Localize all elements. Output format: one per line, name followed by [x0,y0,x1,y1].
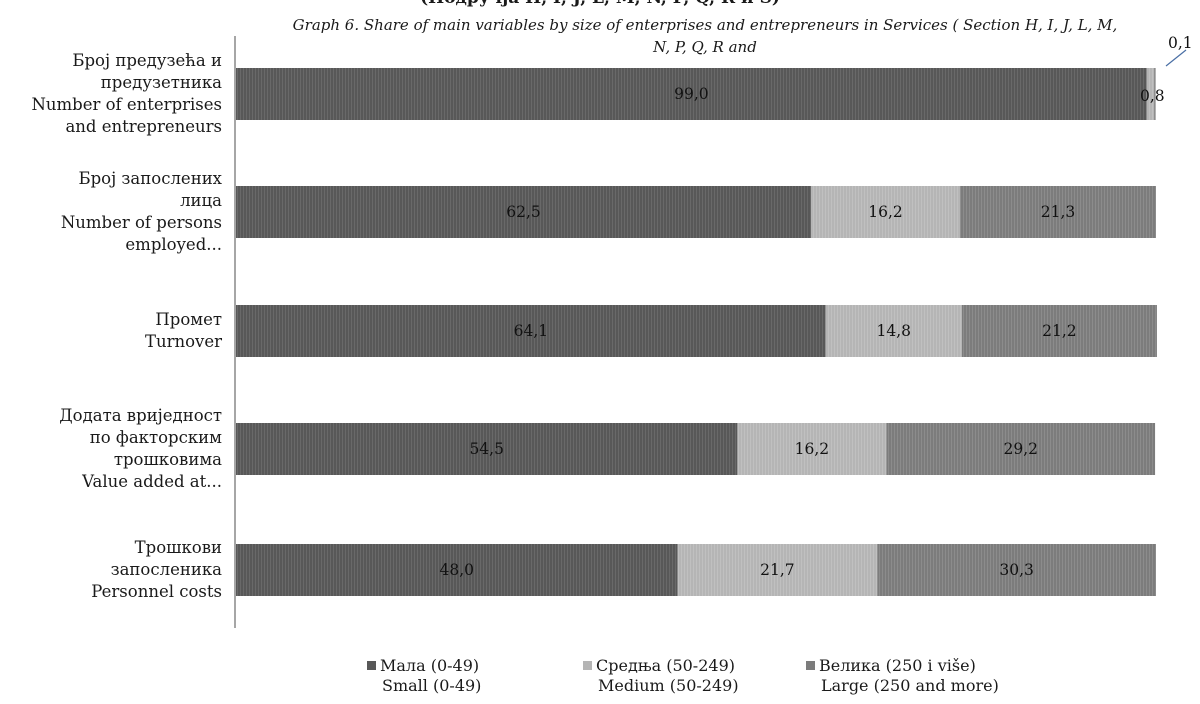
bar-large-1 [960,186,1156,238]
category-label-1-line-1: лица [180,191,222,210]
category-label-2-line-1: Turnover [144,332,222,351]
legend-swatch-medium [583,661,592,670]
legend-item-small: Мала (0-49) Small (0-49) [367,656,481,696]
bar-medium-3 [737,423,887,475]
bar-small-2 [236,305,826,357]
category-label-3: Додата вриједност по факторским трошковима… [0,405,222,493]
bar-large-2 [961,305,1157,357]
category-label-1: Број запослених лица Number of persons empl… [0,168,222,256]
category-label-3-line-2: трошковима [113,450,222,469]
data-label-medium-1: 16,2 [868,203,903,221]
legend-label-small: Мала (0-49) [380,656,480,675]
category-label-4-line-1: запосленика [110,560,222,579]
category-label-3-line-0: Додата вриједност [59,406,222,425]
legend-sublabel-small: Small (0-49) [382,676,482,695]
data-label-medium-2: 14,8 [877,322,912,340]
data-label-medium-4: 21,7 [760,561,795,579]
category-label-4-line-2: Personnel costs [91,582,222,601]
leader-line-large-0 [1165,49,1187,67]
category-label-2: Промет Turnover [0,309,222,353]
bar-small-0 [236,68,1147,120]
category-label-3-line-1: по факторским [89,428,222,447]
legend-item-medium: Средња (50-249) Medium (50-249) [583,656,739,696]
bar-small-3 [236,423,738,475]
data-label-medium-0: 0,8 [1140,87,1165,105]
data-label-small-4: 48,0 [440,561,475,579]
legend-item-large: Велика (250 i više) Large (250 and more) [806,656,999,696]
legend-label-large: Велика (250 i više) [819,656,976,675]
category-label-1-line-3: employed... [125,235,222,254]
category-label-4-line-0: Трошкови [134,538,222,557]
bar-medium-1 [811,186,961,238]
bars-group: 99,0 0,8 0,1 62,5 16,2 21,3 64,1 14,8 21,2 54,5 16… [236,34,1193,596]
bar-medium-0 [1146,68,1155,120]
chart-subtitle-line-2: N, P, Q, R and [653,38,757,56]
bar-medium-2 [825,305,962,357]
data-label-large-1: 21,3 [1041,203,1076,221]
category-label-0-line-1: предузетника [100,73,222,92]
category-label-4: Трошкови запосленика Personnel costs [0,537,222,603]
data-label-medium-3: 16,2 [795,440,830,458]
bar-small-4 [236,544,678,596]
data-label-small-0: 99,0 [674,85,709,103]
data-label-large-4: 30,3 [999,561,1034,579]
legend-swatch-large [806,661,815,670]
chart-title: (Подручја H, I, J, L, M, N, P, Q, R и S) [0,0,1200,8]
category-label-0: Број предузећа и предузетника Number of en… [0,50,222,138]
category-label-0-line-2: Number of enterprises [31,95,222,114]
category-label-2-line-0: Промет [155,310,222,329]
category-label-0-line-0: Број предузећа и [72,51,222,70]
data-label-small-2: 64,1 [514,322,549,340]
bar-large-3 [886,423,1156,475]
bar-large-4 [877,544,1156,596]
data-label-large-2: 21,2 [1042,322,1077,340]
category-label-1-line-0: Број запослених [78,169,222,188]
bar-large-0 [1154,68,1156,120]
category-label-3-line-3: Value added at... [82,472,222,491]
data-label-large-0: 0,1 [1168,34,1193,52]
bar-medium-4 [677,544,878,596]
category-label-0-line-3: and entrepreneurs [65,117,222,136]
data-label-small-1: 62,5 [506,203,541,221]
chart-subtitle-line-1: Graph 6. Share of main variables by size… [292,16,1118,34]
data-label-large-3: 29,2 [1004,440,1039,458]
legend-label-medium: Средња (50-249) [596,656,735,675]
bar-small-1 [236,186,811,238]
legend-sublabel-medium: Medium (50-249) [598,676,739,695]
data-label-small-3: 54,5 [469,440,504,458]
category-label-1-line-2: Number of persons [60,213,222,232]
legend-swatch-small [367,661,376,670]
legend-sublabel-large: Large (250 and more) [821,676,999,695]
chart-subtitle: Graph 6. Share of main variables by size… [225,14,1185,58]
